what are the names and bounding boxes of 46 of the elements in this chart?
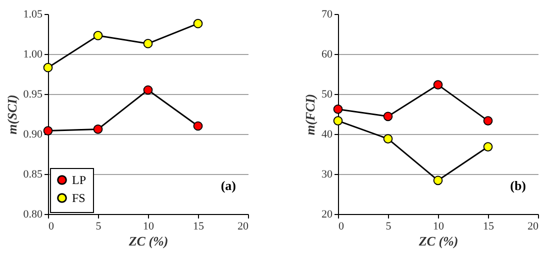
point [43,126,53,136]
y-tick-label: 1.00 [23,48,43,60]
x-tick-label: 20 [238,220,249,232]
point [143,85,153,95]
legend-label: LP [72,173,86,187]
y-tick-label: 60 [322,48,333,60]
annotation: (a) [220,178,236,193]
point [193,121,203,131]
y-tick-label: 0.95 [23,88,43,100]
y-tick-label: 50 [322,88,333,100]
point [93,30,103,40]
point [383,112,393,122]
y-axis-title: m(SCI) [4,94,20,134]
x-tick-label: 5 [386,220,392,232]
x-tick-label: 0 [48,220,54,232]
y-axis-title: m(FCI) [302,94,318,136]
point [333,116,343,126]
point [193,18,203,28]
y-tick-label: 1.05 [23,8,43,20]
y-tick-label: 0.80 [23,208,43,220]
legend-label: FS [72,191,86,205]
point [333,104,343,114]
point [43,62,53,72]
y-tick-label: 30 [322,168,333,180]
x-tick-label: 10 [143,220,154,232]
point [433,80,443,90]
annotation: (b) [510,178,526,193]
point [93,124,103,134]
x-tick-label: 5 [96,220,102,232]
point [483,116,493,126]
point [143,38,153,48]
point [383,134,393,144]
point [433,176,443,186]
x-axis-title: ZC (%) [128,234,168,248]
x-tick-label: 20 [528,220,539,232]
x-tick-label: 15 [483,220,494,232]
point [483,142,493,152]
y-tick-label: 0.85 [23,168,43,180]
y-tick-label: 70 [322,8,333,20]
y-tick-label: 20 [322,208,333,220]
x-axis-title: ZC (%) [418,234,458,248]
y-tick-label: 0.90 [23,128,43,140]
x-tick-label: 0 [338,220,344,232]
x-tick-label: 15 [193,220,204,232]
y-tick-label: 40 [322,128,333,140]
x-tick-label: 10 [433,220,444,232]
